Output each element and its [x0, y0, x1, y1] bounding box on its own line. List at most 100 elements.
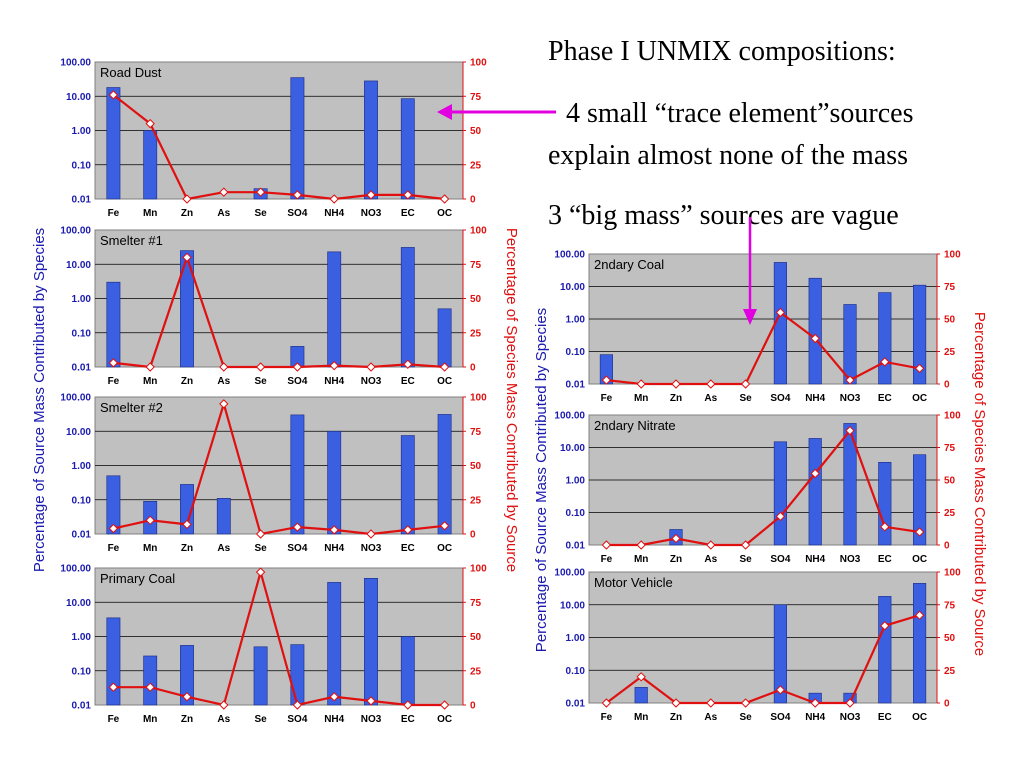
line-series: [605, 614, 920, 705]
line-point: [145, 362, 155, 372]
line-point: [636, 379, 646, 389]
category-label: Se: [254, 714, 267, 725]
line-point: [914, 363, 925, 374]
line-series: [606, 310, 920, 386]
line-point: [775, 307, 786, 318]
line-point: [255, 187, 266, 197]
line-point: [880, 621, 890, 631]
category-label: Zn: [670, 712, 682, 723]
left-tick-label: 1.00: [72, 126, 92, 137]
line-point: [636, 672, 646, 682]
line-point: [880, 522, 890, 532]
category-label: As: [704, 393, 717, 404]
line-point: [740, 540, 751, 550]
line-point: [740, 698, 751, 708]
category-label: SO4: [287, 714, 307, 725]
line-point: [329, 194, 339, 204]
line-point: [439, 700, 450, 710]
chart-motor-vehicle: 0.01 0.10 1.00 10.00 100.00 0 25 50 75 100 Fe Mn Zn A…: [554, 568, 961, 724]
category-label: SO4: [287, 543, 307, 554]
left-tick-label: 10.00: [66, 427, 91, 438]
category-label: Fe: [601, 393, 613, 404]
bar-oc: [913, 454, 927, 546]
chart-smelter-2: 0.01 0.10 1.00 10.00 100.00 0 25 50 75 100 Fe Mn Zn A…: [60, 393, 487, 555]
bar-mn: [634, 687, 648, 704]
line-point: [255, 529, 266, 539]
category-label: NH4: [324, 208, 344, 219]
left-tick-label: 100.00: [60, 58, 91, 69]
category-label: As: [217, 376, 230, 387]
line-point: [601, 540, 612, 550]
left-tick-label: 0.01: [566, 380, 586, 391]
left-axis-title: Percentage of Source Mass Contributed by…: [31, 228, 48, 572]
right-tick-label: 25: [944, 508, 956, 519]
right-tick-label: 50: [944, 315, 956, 326]
left-tick-label: 0.10: [566, 347, 586, 358]
category-label: EC: [401, 714, 415, 725]
line-point: [219, 362, 229, 372]
category-label: As: [217, 714, 230, 725]
category-label: Mn: [143, 543, 157, 554]
line-point: [292, 700, 303, 710]
line-point: [439, 521, 450, 531]
line-point: [108, 523, 119, 534]
category-label: EC: [401, 208, 415, 219]
bar-nh4: [808, 438, 822, 546]
bar-ec: [400, 435, 415, 535]
right-tick-label: 100: [470, 226, 487, 237]
chart-title: Road Dust: [100, 65, 162, 80]
bar-no3: [843, 423, 857, 546]
right-tick-label: 100: [470, 564, 487, 575]
slide-heading: Phase I UNMIX compositions:: [548, 36, 896, 67]
line-point: [182, 252, 192, 263]
chart-title: Smelter #2: [100, 400, 163, 415]
line-point: [403, 359, 413, 369]
bar-ec: [878, 462, 892, 546]
right-tick-label: 75: [470, 427, 482, 438]
right-tick-label: 50: [470, 632, 482, 643]
category-label: NO3: [840, 393, 861, 404]
bar-fe: [106, 475, 121, 535]
right-tick-label: 0: [470, 530, 476, 541]
left-tick-label: 10.00: [560, 282, 585, 293]
line-point: [329, 525, 339, 535]
slide-line-explain-mass: explain almost none of the mass: [548, 140, 909, 171]
right-tick-label: 0: [944, 699, 950, 710]
line-point: [636, 540, 646, 550]
left-tick-label: 10.00: [560, 443, 585, 454]
right-tick-label: 25: [470, 666, 482, 677]
left-tick-label: 0.01: [566, 699, 586, 710]
category-label: Zn: [670, 554, 682, 565]
category-label: Se: [739, 712, 752, 723]
category-label: OC: [437, 208, 452, 219]
line-point: [775, 511, 786, 522]
line-point: [845, 375, 855, 385]
left-tick-label: 0.10: [72, 495, 92, 506]
line-point: [329, 360, 339, 371]
slide-line-trace-sources: 4 small “trace element”sources: [566, 98, 914, 129]
bar-oc: [437, 414, 452, 535]
category-label: Zn: [181, 714, 193, 725]
right-axis-title: Percentage of Species Mass Contributed b…: [503, 228, 520, 572]
chart-2ndary-coal: 0.01 0.10 1.00 10.00 100.00 0 25 50 75 100 Fe Mn Zn A…: [554, 250, 961, 405]
bar-so4: [290, 414, 305, 535]
right-tick-label: 75: [944, 443, 956, 454]
bar-fe: [106, 617, 121, 706]
category-label: Mn: [143, 376, 157, 387]
category-label: Fe: [108, 714, 120, 725]
left-tick-label: 100.00: [60, 564, 91, 575]
left-tick-label: 100.00: [554, 411, 585, 422]
bar-no3: [843, 304, 857, 385]
bar-fe: [106, 87, 121, 200]
category-label: Zn: [181, 376, 193, 387]
category-label: NH4: [805, 393, 825, 404]
right-tick-label: 75: [470, 260, 482, 271]
left-tick-label: 0.10: [566, 508, 586, 519]
category-label: Fe: [601, 712, 613, 723]
line-point: [366, 190, 376, 200]
bar-zn: [180, 250, 194, 368]
line-point: [403, 525, 413, 535]
right-tick-label: 50: [470, 126, 482, 137]
line-series: [112, 94, 445, 201]
left-tick-label: 0.01: [72, 195, 92, 206]
